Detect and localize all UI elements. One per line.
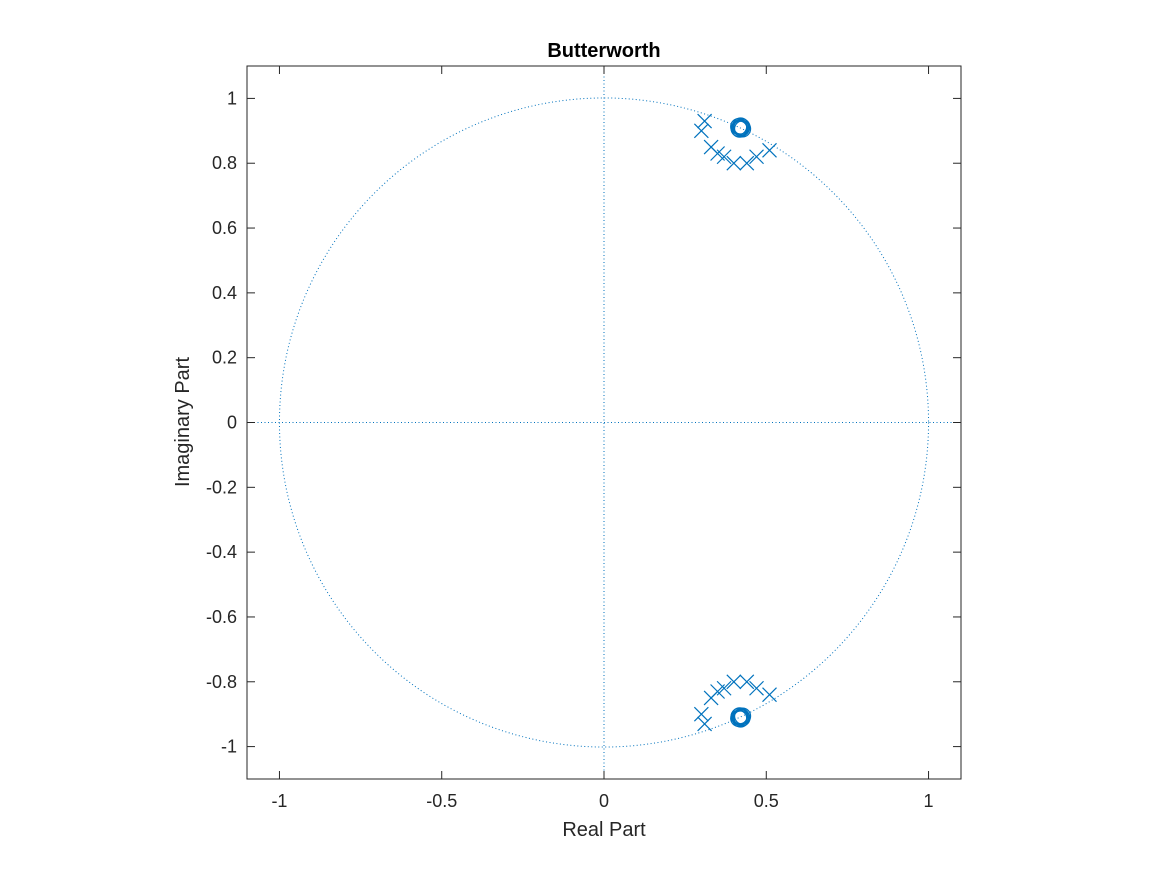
x-tick-label: 0.5	[754, 791, 779, 811]
y-tick-label: -0.2	[206, 477, 237, 497]
pole-marker	[739, 155, 755, 171]
pole-marker	[697, 113, 713, 129]
axis-ticks: -1 -0.5 0 0.5 1 1 0.8 0.6 0.4 0.2 0 -0.2 -0.4 -0.6 -0.…	[206, 66, 961, 811]
pole-marker	[716, 680, 732, 696]
zero-marker	[732, 117, 750, 135]
zero-marker	[732, 710, 750, 728]
pole-marker	[749, 680, 764, 696]
y-tick-label: -0.8	[206, 672, 237, 692]
y-tick-label: 0.2	[212, 348, 237, 368]
pole-marker	[739, 674, 755, 690]
pole-marker	[716, 149, 732, 165]
data-marks	[693, 113, 777, 732]
pole-marker	[697, 716, 713, 732]
zero-marker	[730, 119, 748, 138]
y-tick-label: 0	[227, 413, 237, 433]
pole-marker	[693, 123, 709, 139]
zero-marker	[730, 707, 748, 726]
x-axis-label: Real Part	[562, 819, 646, 841]
y-tick-label: 0.6	[212, 218, 237, 238]
chart-title: Butterworth	[547, 40, 660, 62]
x-tick-label: -0.5	[426, 791, 457, 811]
pole-marker	[762, 142, 777, 158]
y-tick-label: -0.6	[206, 607, 237, 627]
x-tick-label: 1	[924, 791, 934, 811]
pole-marker	[762, 687, 777, 703]
x-tick-label: -1	[271, 791, 287, 811]
pole-marker	[693, 706, 709, 722]
y-tick-label: -0.4	[206, 542, 237, 562]
y-tick-label: 1	[227, 88, 237, 108]
x-tick-label: 0	[599, 791, 609, 811]
y-tick-label: -1	[221, 737, 237, 757]
y-tick-label: 0.4	[212, 283, 237, 303]
pole-marker	[749, 149, 764, 165]
pole-marker	[726, 674, 742, 690]
reference-lines	[247, 66, 961, 779]
pole-marker	[726, 155, 742, 171]
y-axis-label: Imaginary Part	[172, 357, 194, 487]
y-tick-label: 0.8	[212, 153, 237, 173]
